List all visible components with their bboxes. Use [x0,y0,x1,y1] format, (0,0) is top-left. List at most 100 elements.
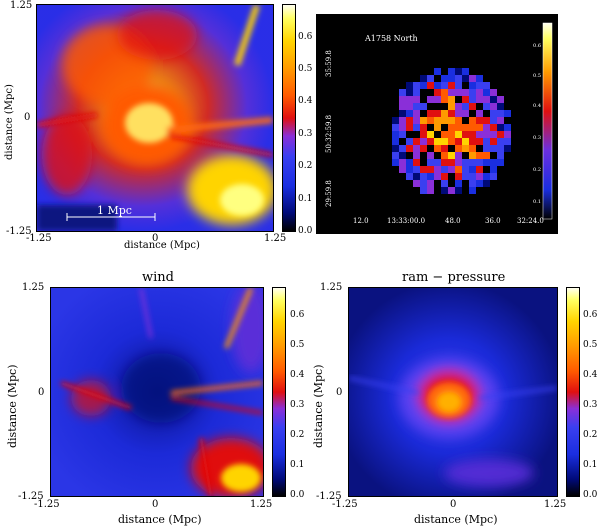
pixel [469,89,476,96]
colorbar-tick: 0.3 [290,400,305,410]
pixel [497,131,504,138]
pixel [420,103,427,110]
pixel [462,124,469,131]
colorbar-tick: 0.0 [298,226,313,236]
pixel [476,131,483,138]
pixel [441,117,448,124]
y-tick: 50:32:59.8 [325,115,333,153]
pixel [483,89,490,96]
pixel [483,152,490,159]
y-tick: 35:59.8 [325,50,333,77]
pixel [497,110,504,117]
pixel [483,117,490,124]
pixel [462,159,469,166]
colorbar-tick: 0.0 [290,490,305,500]
pixel [406,89,413,96]
pixel [434,82,441,89]
heatmap-top-left: 1 Mpc [37,5,273,231]
chart-title: A1758 North [364,34,418,43]
pixel [441,96,448,103]
y-axis-label: distance (Mpc) [4,84,15,160]
pixel [413,117,420,124]
pixel [483,96,490,103]
colorbar-tick: 0.6 [290,310,305,320]
pixel [476,96,483,103]
pixel [413,173,420,180]
pixel [406,173,413,180]
x-tick: 1.25 [544,499,567,510]
pixel [420,173,427,180]
pixel [462,173,469,180]
pixel [427,180,434,187]
y-axis-label: distance (Mpc) [6,364,19,448]
pixel [490,166,497,173]
pixel [420,117,427,124]
pixel [413,89,420,96]
pixel [406,96,413,103]
pixel [413,103,420,110]
pixel [441,152,448,159]
pixel [392,138,399,145]
pixel [490,117,497,124]
x-tick: -1.25 [26,233,52,244]
map-top-left: 1 Mpc [36,4,274,232]
pixel [392,145,399,152]
pixel [406,124,413,131]
pixel [462,145,469,152]
pixel [504,145,511,152]
pixel [483,173,490,180]
pixel [427,173,434,180]
pixel [483,145,490,152]
colorbar-tick: 0.0 [583,490,598,500]
pixel [490,124,497,131]
pixel [399,89,406,96]
pixel [455,173,462,180]
colorbar-tick: 0.6 [583,310,598,320]
x-tick: 0 [152,499,159,510]
chart-title: ram − pressure [402,270,506,285]
pixel [427,96,434,103]
pixel [469,187,476,194]
pixel [406,138,413,145]
pixel [462,138,469,145]
colorbar-tick: 0.6 [533,43,541,49]
colorbar-tick: 0.4 [298,96,313,106]
pixel [406,82,413,89]
pixel [427,82,434,89]
heatmap-top-right: A1758 North 35:59.8 50:32:59.8 29:59.8 1… [317,15,557,233]
x-axis-label: distance (Mpc) [124,240,200,251]
colorbar-tick: 0.4 [583,370,598,380]
pixel-grid [392,68,511,194]
pixel [448,152,455,159]
colorbar-tick: 0.1 [533,199,541,205]
pixel [434,138,441,145]
pixel [392,124,399,131]
x-tick: -1.25 [332,499,358,510]
pixel [469,138,476,145]
pixel [448,89,455,96]
pixel [469,82,476,89]
scale-bar-label: 1 Mpc [97,204,132,217]
pixel [448,159,455,166]
colorbar-tick: 0.5 [583,340,598,350]
pixel [399,96,406,103]
pixel [448,117,455,124]
colorbar-tick: 0.2 [583,430,598,440]
pixel [448,110,455,117]
y-tick: -1.25 [18,491,44,502]
pixel [469,166,476,173]
colorbar-tick: 0.3 [583,400,598,410]
pixel [399,117,406,124]
y-tick: 0 [38,387,45,398]
pixel [406,117,413,124]
pixel [392,103,399,110]
pixel [476,152,483,159]
x-tick: 13:33:00.0 [387,217,425,225]
pixel [434,96,441,103]
pixel [406,103,413,110]
pixel [392,159,399,166]
pixel [462,75,469,82]
pixel [469,180,476,187]
pixel [490,89,497,96]
pixel [413,124,420,131]
